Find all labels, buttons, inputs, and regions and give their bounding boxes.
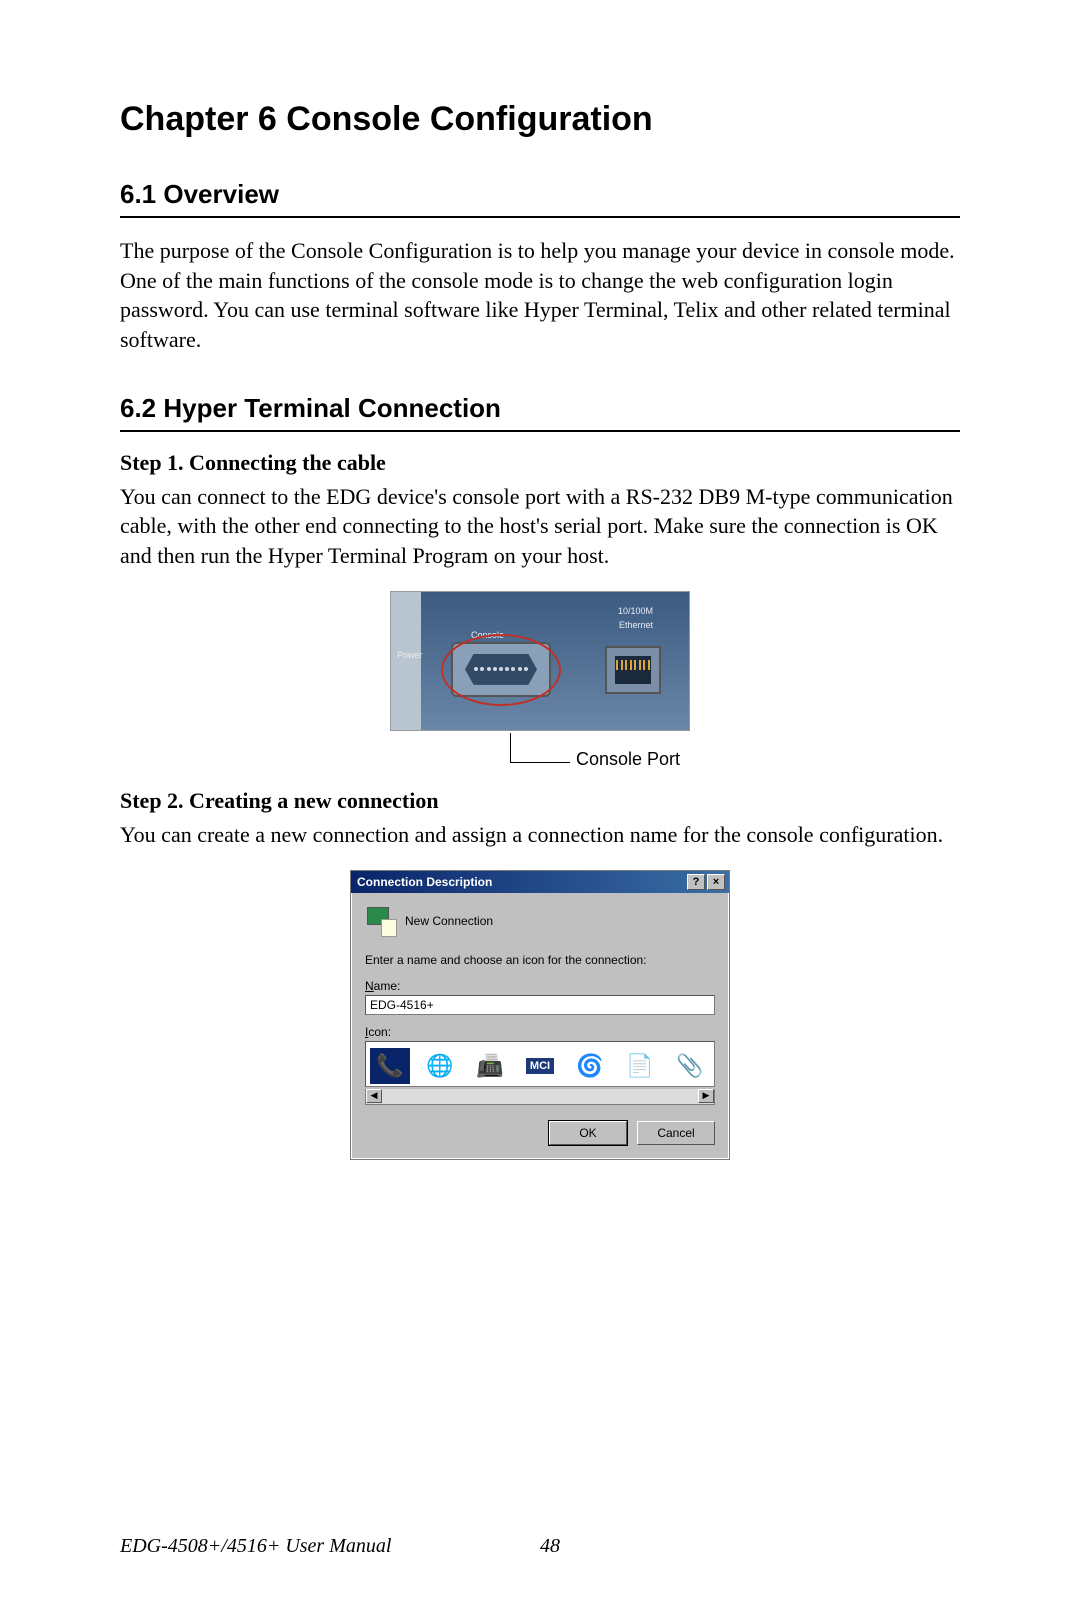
dialog-subtitle-row: New Connection	[365, 905, 715, 937]
ethernet-label: Ethernet	[619, 620, 653, 630]
dialog-prompt: Enter a name and choose an icon for the …	[365, 953, 715, 967]
footer-manual-name: EDG-4508+/4516+ User Manual	[120, 1535, 391, 1558]
close-button[interactable]: ×	[707, 874, 725, 890]
help-button[interactable]: ?	[687, 874, 705, 890]
step2-text: You can create a new connection and assi…	[120, 820, 960, 850]
name-label: Name:	[365, 979, 715, 993]
icon-label-rest: con:	[368, 1025, 391, 1039]
ok-button[interactable]: OK	[549, 1121, 627, 1145]
speed-label: 10/100M	[618, 606, 653, 616]
section-61-text: The purpose of the Console Configuration…	[120, 236, 960, 355]
dialog-title: Connection Description	[357, 875, 685, 889]
icon-option-2[interactable]: 🌐	[420, 1048, 460, 1084]
dialog-subtitle: New Connection	[405, 914, 493, 928]
callout: Console Port	[400, 735, 680, 770]
name-input[interactable]	[365, 995, 715, 1015]
highlight-circle	[441, 634, 561, 706]
section-62-heading: 6.2 Hyper Terminal Connection	[120, 393, 960, 432]
step1-text: You can connect to the EDG device's cons…	[120, 482, 960, 571]
connection-icon	[365, 905, 397, 937]
dialog-titlebar: Connection Description ? ×	[351, 871, 729, 893]
section-61-heading: 6.1 Overview	[120, 179, 960, 218]
scroll-right-button[interactable]: ▶	[698, 1089, 714, 1103]
icon-label: Icon:	[365, 1025, 715, 1039]
icon-option-6[interactable]: 📄	[620, 1048, 660, 1084]
footer-page-number: 48	[540, 1535, 560, 1558]
icon-option-3[interactable]: 📠	[470, 1048, 510, 1084]
rj45-port	[605, 646, 661, 694]
step2-title: Step 2. Creating a new connection	[120, 788, 960, 814]
icon-option-4[interactable]: MCI	[520, 1048, 560, 1084]
icon-scrollbar[interactable]: ◀ ▶	[365, 1089, 715, 1105]
rj45-pins	[615, 656, 651, 684]
icon-option-5[interactable]: 🌀	[570, 1048, 610, 1084]
icon-option-1[interactable]: 📞	[370, 1048, 410, 1084]
hardware-photo: Power Console 10/100M Ethernet	[390, 591, 690, 731]
callout-label: Console Port	[576, 749, 680, 770]
chapter-title: Chapter 6 Console Configuration	[120, 100, 960, 139]
device-edge	[391, 592, 421, 730]
name-label-rest: ame:	[374, 979, 401, 993]
step1-title: Step 1. Connecting the cable	[120, 450, 960, 476]
power-label: Power	[397, 650, 423, 660]
connection-description-dialog: Connection Description ? × New Connectio…	[350, 870, 730, 1160]
icon-option-7[interactable]: 📎	[670, 1048, 710, 1084]
scroll-left-button[interactable]: ◀	[366, 1089, 382, 1103]
icon-picker[interactable]: 📞 🌐 📠 MCI 🌀 📄 📎	[365, 1041, 715, 1087]
console-port-figure: Power Console 10/100M Ethernet Console P…	[120, 591, 960, 770]
cancel-button[interactable]: Cancel	[637, 1121, 715, 1145]
dialog-buttons: OK Cancel	[365, 1121, 715, 1145]
callout-line	[510, 733, 570, 763]
dialog-body: New Connection Enter a name and choose a…	[351, 893, 729, 1159]
name-label-mnemonic: N	[365, 979, 374, 993]
